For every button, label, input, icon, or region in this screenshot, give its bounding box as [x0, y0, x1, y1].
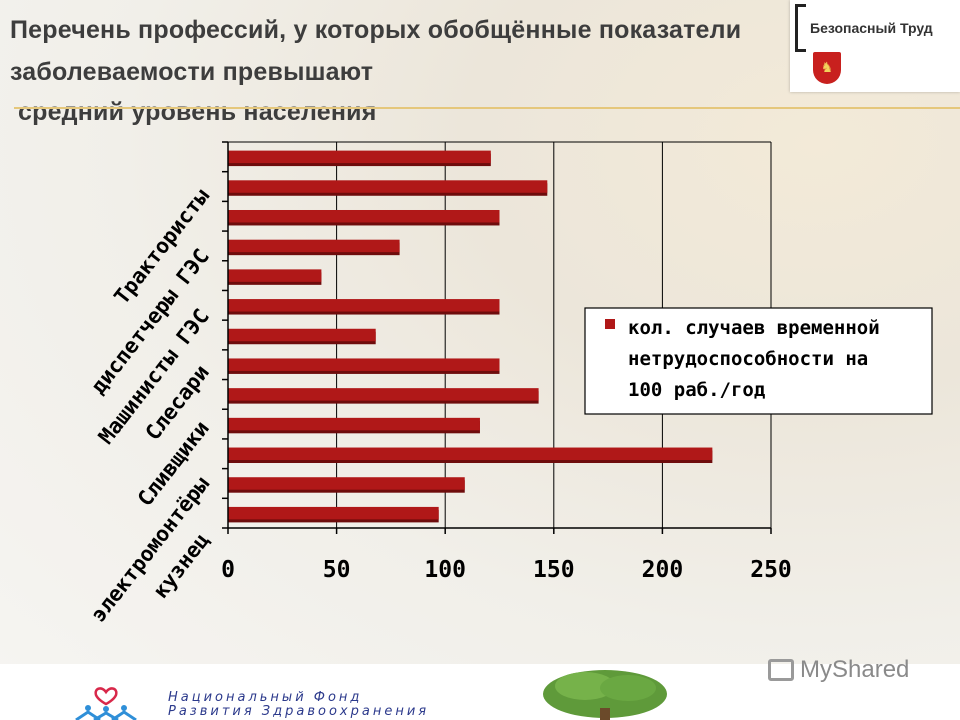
bar-3 — [228, 239, 400, 253]
legend-label-line-2: 100 раб./год — [628, 379, 765, 401]
bar-2 — [228, 209, 500, 223]
watermark-icon — [768, 659, 794, 681]
bar-9 — [228, 417, 480, 431]
chart-axes — [222, 141, 772, 534]
title-divider — [14, 107, 960, 109]
bar-12 — [228, 506, 439, 520]
fund-name-line-2: Развития Здравоохранения — [168, 704, 430, 719]
bar-4 — [228, 269, 322, 282]
x-tick-label-200: 200 — [642, 557, 684, 583]
bar-8 — [228, 388, 539, 401]
logo-bracket-icon — [795, 4, 806, 52]
x-tick-label-100: 100 — [424, 557, 466, 583]
fund-logo-icon — [75, 687, 137, 720]
legend-swatch — [605, 319, 615, 329]
legend-label-line-0: кол. случаев временной — [628, 317, 880, 339]
legend-label-line-1: нетрудоспособности на — [628, 348, 868, 370]
bar-10 — [228, 447, 713, 461]
bar-5 — [228, 299, 500, 312]
fund-name-line-1: Национальный Фонд — [168, 690, 363, 705]
chart-bars — [228, 150, 713, 523]
bar-1 — [228, 180, 548, 193]
bar-7 — [228, 358, 500, 371]
footer-band — [0, 664, 960, 720]
logo-panel: Безопасный Труд ♞ — [790, 0, 960, 92]
chart-tick-labels: 0 50 100 150 200 250 — [221, 557, 792, 583]
logo-text: Безопасный Труд — [810, 20, 933, 36]
bar-6 — [228, 328, 376, 342]
moscow-emblem-icon: ♞ — [813, 52, 841, 84]
legend-box — [584, 307, 933, 415]
bar-11 — [228, 477, 465, 490]
watermark-text: MyShared — [800, 656, 910, 683]
x-tick-label-150: 150 — [533, 557, 575, 583]
x-tick-label-250: 250 — [750, 557, 792, 583]
slide-title-line-2: заболеваемости превышают — [10, 58, 374, 86]
slide-title-line-1: Перечень профессий, у которых обобщённые… — [10, 16, 742, 44]
slide-title-line-3: средний уровень населения — [18, 98, 377, 126]
tree-icon — [543, 670, 667, 720]
chart-legend: кол. случаев временной нетрудоспособности… — [584, 307, 933, 415]
x-tick-label-50: 50 — [323, 557, 351, 583]
x-tick-label-0: 0 — [221, 557, 235, 583]
watermark: MyShared — [768, 656, 909, 684]
bar-0 — [228, 150, 491, 164]
